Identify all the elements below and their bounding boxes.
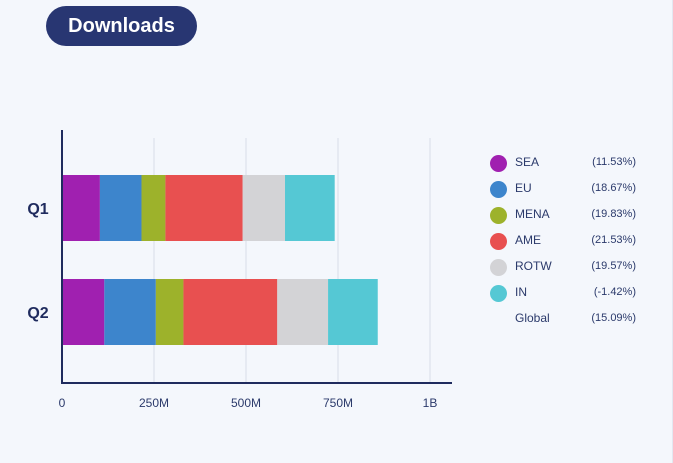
legend-label: Global: [515, 311, 550, 325]
bar-q1-mena: [141, 175, 166, 241]
legend-item-eu: EU (18.67%): [488, 177, 648, 203]
legend-label: AME: [515, 233, 542, 247]
bar-q2-mena: [155, 279, 184, 345]
y-category-label: Q2: [27, 305, 48, 322]
legend-item-in: IN (-1.42%): [488, 281, 648, 307]
bar-q2-eu: [104, 279, 156, 345]
y-category-label: Q1: [27, 201, 48, 218]
bar-q2-rotw: [277, 279, 329, 345]
gridlines: [153, 138, 431, 383]
legend-value: (21.53%): [591, 234, 636, 246]
bars: [62, 175, 378, 345]
x-tick-label: 1B: [423, 396, 438, 410]
bar-q1-rotw: [242, 175, 286, 241]
legend-item-mena: MENA (19.83%): [488, 203, 648, 229]
legend-item-rotw: ROTW (19.57%): [488, 255, 648, 281]
legend-item-ame: AME (21.53%): [488, 229, 648, 255]
x-tick-label: 0: [59, 396, 66, 410]
bar-q1-in: [285, 175, 335, 241]
legend-label: MENA: [515, 207, 550, 221]
legend-item-global: Global (15.09%): [488, 307, 648, 333]
axes: [61, 130, 452, 384]
legend-label: SEA: [515, 155, 540, 169]
legend-swatch-icon: [490, 259, 507, 276]
legend-label: IN: [515, 285, 527, 299]
legend-swatch-icon: [490, 285, 507, 302]
legend-label: ROTW: [515, 259, 552, 273]
bar-q2-sea: [62, 279, 105, 345]
chart-title: Downloads: [46, 6, 197, 46]
legend-swatch-icon: [490, 155, 507, 172]
x-tick-label: 500M: [231, 396, 261, 410]
bar-q1-eu: [99, 175, 142, 241]
legend-swatch-icon: [490, 207, 507, 224]
legend-label: EU: [515, 181, 532, 195]
bar-q1-ame: [165, 175, 243, 241]
legend-swatch-icon: [490, 233, 507, 250]
legend-value: (19.83%): [591, 208, 636, 220]
bar-q2-ame: [183, 279, 278, 345]
legend-value: (19.57%): [591, 260, 636, 272]
legend-value: (11.53%): [592, 156, 636, 168]
legend-swatch-icon: [490, 181, 507, 198]
axis-labels: 0 250M 500M 750M 1B Q1 Q2: [27, 201, 437, 410]
legend-value: (-1.42%): [593, 286, 636, 298]
legend: SEA (11.53%) EU (18.67%) MENA (19.83%) AME (21.…: [488, 151, 648, 333]
legend-value: (18.67%): [591, 182, 636, 194]
legend-value: (15.09%): [591, 312, 636, 324]
bar-chart: 0 250M 500M 750M 1B Q1 Q2: [27, 130, 452, 410]
x-tick-label: 250M: [139, 396, 169, 410]
legend-item-sea: SEA (11.53%): [488, 151, 648, 177]
bar-q1-sea: [62, 175, 100, 241]
x-tick-label: 750M: [323, 396, 353, 410]
bar-q2-in: [328, 279, 378, 345]
